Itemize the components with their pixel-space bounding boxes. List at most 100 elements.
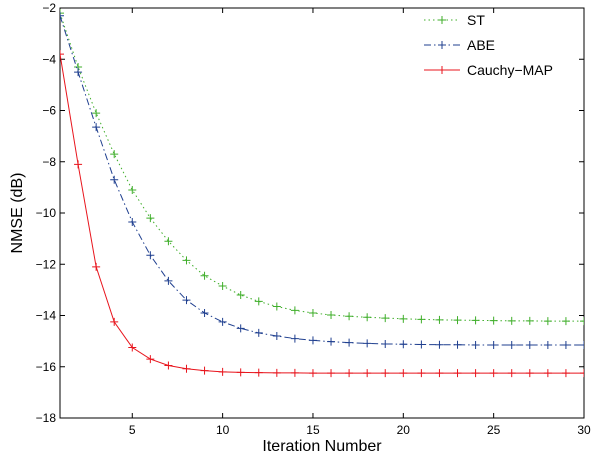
data-point-marker: [399, 369, 408, 378]
legend-label: ST: [467, 12, 485, 28]
data-point-marker: [327, 369, 336, 378]
data-point-marker: [417, 315, 426, 324]
legend-entry: Cauchy−MAP: [424, 62, 553, 78]
data-point-marker: [580, 317, 584, 326]
data-point-marker: [218, 367, 227, 376]
data-point-marker: [254, 328, 263, 337]
data-point-marker: [561, 317, 570, 326]
data-point-marker: [110, 317, 119, 326]
legend: ST ABE Cauchy−MAP: [424, 12, 553, 78]
data-point-marker: [381, 339, 390, 348]
data-point-marker: [507, 316, 516, 325]
data-point-marker: [435, 315, 444, 324]
data-point-marker: [60, 11, 64, 20]
data-point-marker: [580, 369, 584, 378]
data-point-marker: [525, 369, 534, 378]
data-point-marker: [435, 340, 444, 349]
data-point-marker: [128, 217, 137, 226]
legend-label: Cauchy−MAP: [467, 62, 553, 78]
data-point-marker: [110, 150, 119, 159]
data-point-marker: [453, 316, 462, 325]
data-point-marker: [236, 368, 245, 377]
x-tick-label: 20: [397, 423, 411, 437]
legend-marker: [438, 16, 446, 24]
data-point-marker: [525, 340, 534, 349]
data-point-marker: [489, 316, 498, 325]
y-tick-label: −8: [42, 155, 56, 169]
data-point-marker: [453, 369, 462, 378]
y-axis-label: NMSE (dB): [9, 173, 26, 254]
data-point-marker: [543, 369, 552, 378]
data-point-marker: [290, 368, 299, 377]
data-point-marker: [327, 310, 336, 319]
data-point-marker: [254, 368, 263, 377]
data-point-marker: [60, 9, 64, 18]
data-point-marker: [363, 313, 372, 322]
data-point-marker: [507, 340, 516, 349]
data-point-marker: [561, 369, 570, 378]
data-point-marker: [345, 338, 354, 347]
series-1: [60, 11, 584, 349]
data-point-marker: [417, 369, 426, 378]
series-2: [60, 50, 584, 378]
y-tick-label: −14: [36, 309, 57, 323]
data-point-marker: [471, 316, 480, 325]
data-point-marker: [182, 364, 191, 373]
data-point-marker: [146, 251, 155, 260]
series-layer: [60, 9, 584, 378]
data-point-marker: [471, 369, 480, 378]
data-point-marker: [308, 369, 317, 378]
data-point-marker: [236, 324, 245, 333]
data-point-marker: [290, 334, 299, 343]
x-tick-label: 10: [216, 423, 230, 437]
data-point-marker: [92, 109, 101, 118]
x-tick-label: 15: [306, 423, 320, 437]
data-point-marker: [60, 50, 64, 59]
data-point-marker: [92, 123, 101, 132]
y-tick-label: −6: [42, 104, 56, 118]
legend-entry: ABE: [424, 37, 495, 53]
data-point-marker: [254, 297, 263, 306]
legend-label: ABE: [467, 37, 495, 53]
x-tick-label: 25: [487, 423, 501, 437]
data-point-marker: [164, 276, 173, 285]
series-line: [60, 54, 584, 374]
data-point-marker: [453, 340, 462, 349]
data-point-marker: [561, 340, 570, 349]
data-point-marker: [290, 306, 299, 315]
y-tick-label: −4: [42, 52, 56, 66]
data-point-marker: [182, 296, 191, 305]
data-point-marker: [543, 340, 552, 349]
data-point-marker: [435, 369, 444, 378]
data-point-marker: [363, 369, 372, 378]
data-point-marker: [146, 355, 155, 364]
data-point-marker: [200, 366, 209, 375]
data-point-marker: [345, 312, 354, 321]
x-axis-label: Iteration Number: [262, 438, 382, 455]
series-line: [60, 12, 584, 322]
data-point-marker: [381, 314, 390, 323]
data-point-marker: [200, 271, 209, 280]
y-tick-label: −16: [36, 360, 57, 374]
data-point-marker: [218, 282, 227, 291]
data-point-marker: [399, 314, 408, 323]
axis-ticks: 5 10 15 20 25 30 −18 −16 −14 −12 −10 −8 −6 −4 −2: [36, 1, 591, 437]
data-point-marker: [308, 308, 317, 317]
data-point-marker: [471, 340, 480, 349]
data-point-marker: [236, 291, 245, 299]
data-point-marker: [507, 369, 516, 378]
y-tick-label: −18: [36, 411, 57, 425]
data-point-marker: [272, 302, 281, 311]
data-point-marker: [525, 316, 534, 325]
data-point-marker: [345, 369, 354, 378]
data-point-marker: [272, 368, 281, 377]
x-tick-label: 5: [129, 423, 136, 437]
y-tick-label: −2: [42, 1, 56, 15]
data-point-marker: [580, 340, 584, 349]
data-point-marker: [489, 340, 498, 349]
data-point-marker: [146, 214, 155, 223]
data-point-marker: [128, 185, 137, 194]
data-point-marker: [218, 317, 227, 326]
